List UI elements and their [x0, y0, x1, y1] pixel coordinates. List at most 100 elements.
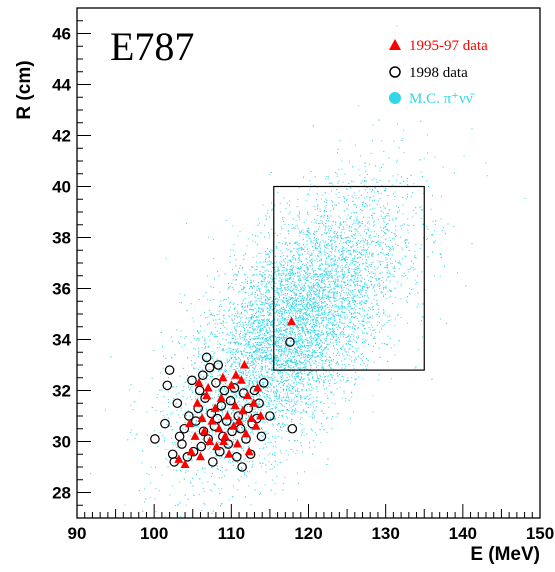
mc-point [322, 349, 324, 351]
mc-point [400, 236, 402, 238]
mc-point [276, 365, 278, 366]
mc-point [233, 337, 234, 339]
mc-point [195, 339, 197, 341]
mc-point [368, 307, 370, 309]
mc-point [218, 313, 220, 315]
mc-point [309, 370, 311, 372]
mc-point [386, 321, 388, 323]
mc-point [317, 303, 318, 305]
mc-point [331, 402, 333, 404]
mc-point [349, 319, 351, 321]
mc-point [345, 248, 347, 250]
mc-point [233, 458, 235, 460]
mc-point [358, 233, 360, 235]
mc-point [383, 242, 384, 244]
mc-point [281, 337, 283, 338]
mc-point [230, 355, 232, 357]
mc-point [316, 289, 318, 291]
mc-point [244, 474, 246, 476]
mc-point [276, 395, 278, 397]
mc-point [295, 349, 297, 350]
mc-point [284, 325, 285, 326]
mc-point [278, 292, 280, 294]
mc-point [347, 299, 349, 301]
mc-point [374, 269, 376, 271]
mc-point [256, 317, 258, 319]
mc-point [365, 259, 367, 261]
mc-point [331, 428, 333, 430]
mc-point [367, 364, 368, 366]
mc-point [245, 418, 247, 419]
mc-point [235, 333, 237, 335]
mc-point [369, 223, 371, 225]
mc-point [312, 376, 314, 378]
mc-point [279, 262, 281, 264]
mc-point [322, 299, 324, 301]
mc-point [264, 270, 266, 272]
mc-point [316, 350, 318, 352]
mc-point [344, 221, 346, 223]
mc-point [332, 322, 334, 323]
mc-point [298, 333, 300, 335]
mc-point [381, 261, 383, 262]
mc-point [297, 352, 298, 354]
mc-point [239, 231, 241, 233]
mc-point [286, 279, 288, 281]
mc-point [388, 297, 390, 298]
mc-point [265, 338, 267, 339]
mc-point [366, 332, 368, 334]
mc-point [296, 364, 298, 366]
mc-point [286, 302, 288, 304]
mc-point [241, 406, 243, 408]
mc-point [348, 297, 350, 299]
mc-point [375, 278, 377, 280]
mc-point [182, 414, 184, 416]
mc-point [239, 264, 241, 266]
mc-point [334, 274, 336, 276]
mc-point [331, 418, 333, 420]
mc-point [276, 356, 278, 358]
mc-point [360, 290, 362, 292]
mc-point [238, 350, 240, 352]
mc-point [252, 256, 254, 258]
mc-point [241, 430, 243, 432]
mc-point [334, 333, 336, 335]
mc-point [311, 306, 313, 308]
mc-point [278, 312, 280, 314]
mc-point [239, 338, 241, 340]
mc-point [305, 279, 307, 280]
mc-point [406, 178, 408, 179]
mc-point [284, 366, 286, 368]
mc-point [400, 225, 402, 227]
mc-point [314, 432, 316, 434]
mc-point [252, 395, 254, 397]
mc-point [257, 323, 259, 325]
mc-point [301, 267, 302, 269]
mc-point [298, 213, 300, 215]
mc-point [288, 213, 290, 215]
mc-point [354, 357, 356, 359]
mc-point [315, 314, 317, 316]
mc-point [322, 239, 324, 241]
mc-point [298, 332, 299, 334]
mc-point [400, 317, 402, 319]
mc-point [348, 266, 350, 268]
mc-point [363, 345, 365, 347]
mc-point [305, 306, 307, 308]
mc-point [293, 368, 295, 370]
mc-point [302, 308, 304, 310]
mc-point [194, 348, 196, 350]
mc-point [279, 366, 281, 368]
mc-point [243, 335, 245, 337]
mc-point [277, 271, 279, 273]
mc-point [316, 388, 318, 390]
mc-point [205, 407, 207, 409]
mc-point [308, 314, 310, 316]
mc-point [317, 254, 319, 256]
mc-point [302, 316, 304, 318]
mc-point [326, 271, 328, 273]
mc-point [304, 246, 306, 248]
mc-point [354, 228, 356, 230]
mc-point [404, 255, 406, 257]
mc-point [245, 334, 246, 336]
